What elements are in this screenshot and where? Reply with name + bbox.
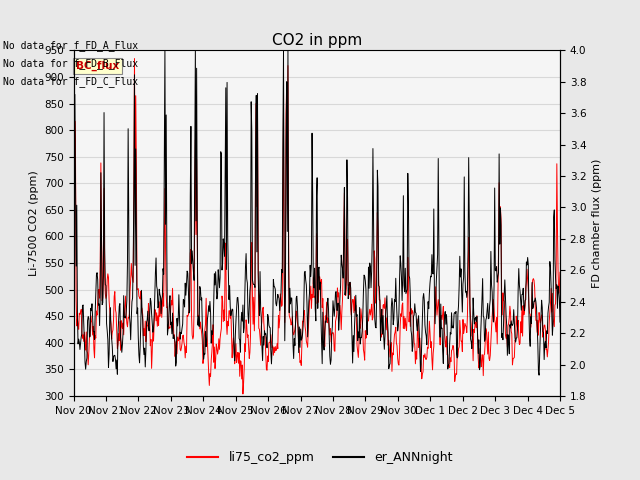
- Y-axis label: FD chamber flux (ppm): FD chamber flux (ppm): [592, 158, 602, 288]
- Text: No data for f_FD_A_Flux: No data for f_FD_A_Flux: [3, 40, 138, 51]
- Text: No data for f_FD_C_Flux: No data for f_FD_C_Flux: [3, 76, 138, 87]
- Y-axis label: Li-7500 CO2 (ppm): Li-7500 CO2 (ppm): [29, 170, 38, 276]
- Text: No data for f_FD_B_Flux: No data for f_FD_B_Flux: [3, 58, 138, 69]
- Title: CO2 in ppm: CO2 in ppm: [271, 33, 362, 48]
- Legend: li75_co2_ppm, er_ANNnight: li75_co2_ppm, er_ANNnight: [182, 446, 458, 469]
- Text: BC_flux: BC_flux: [76, 61, 119, 71]
